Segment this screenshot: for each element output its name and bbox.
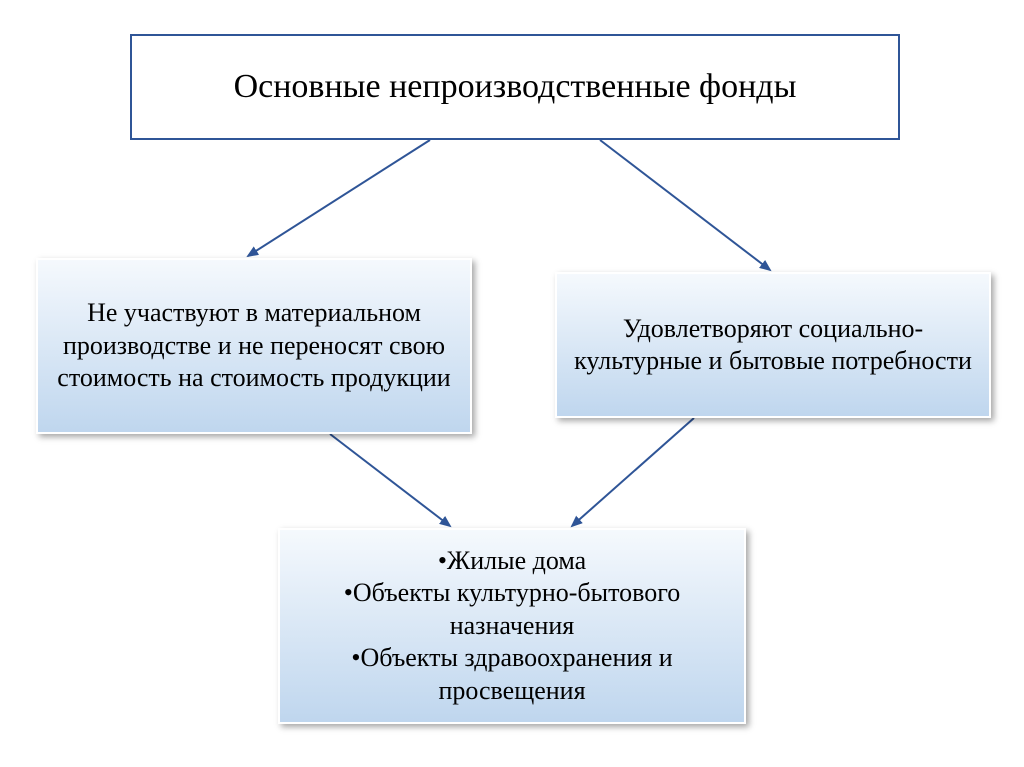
- arrow: [572, 418, 694, 526]
- title-text: Основные непроизводственные фонды: [234, 66, 797, 109]
- bullet-item: •Жилые дома: [438, 545, 586, 578]
- arrow: [330, 434, 450, 526]
- bottom-box: •Жилые дома•Объекты культурно-бытового н…: [278, 528, 746, 724]
- left-box: Не участвуют в материальном производстве…: [36, 258, 472, 434]
- arrow: [248, 140, 430, 256]
- right-box: Удовлетворяют социально-культурные и быт…: [555, 272, 991, 418]
- arrow: [600, 140, 770, 270]
- title-box: Основные непроизводственные фонды: [130, 34, 900, 140]
- bottom-bullets: •Жилые дома•Объекты культурно-бытового н…: [294, 545, 730, 708]
- bullet-item: •Объекты здравоохранения и просвещения: [294, 642, 730, 707]
- diagram-canvas: Основные непроизводственные фонды Не уча…: [0, 0, 1024, 767]
- left-text: Не участвуют в материальном производстве…: [52, 297, 456, 395]
- right-text: Удовлетворяют социально-культурные и быт…: [571, 313, 975, 378]
- bullet-item: •Объекты культурно-бытового назначения: [294, 577, 730, 642]
